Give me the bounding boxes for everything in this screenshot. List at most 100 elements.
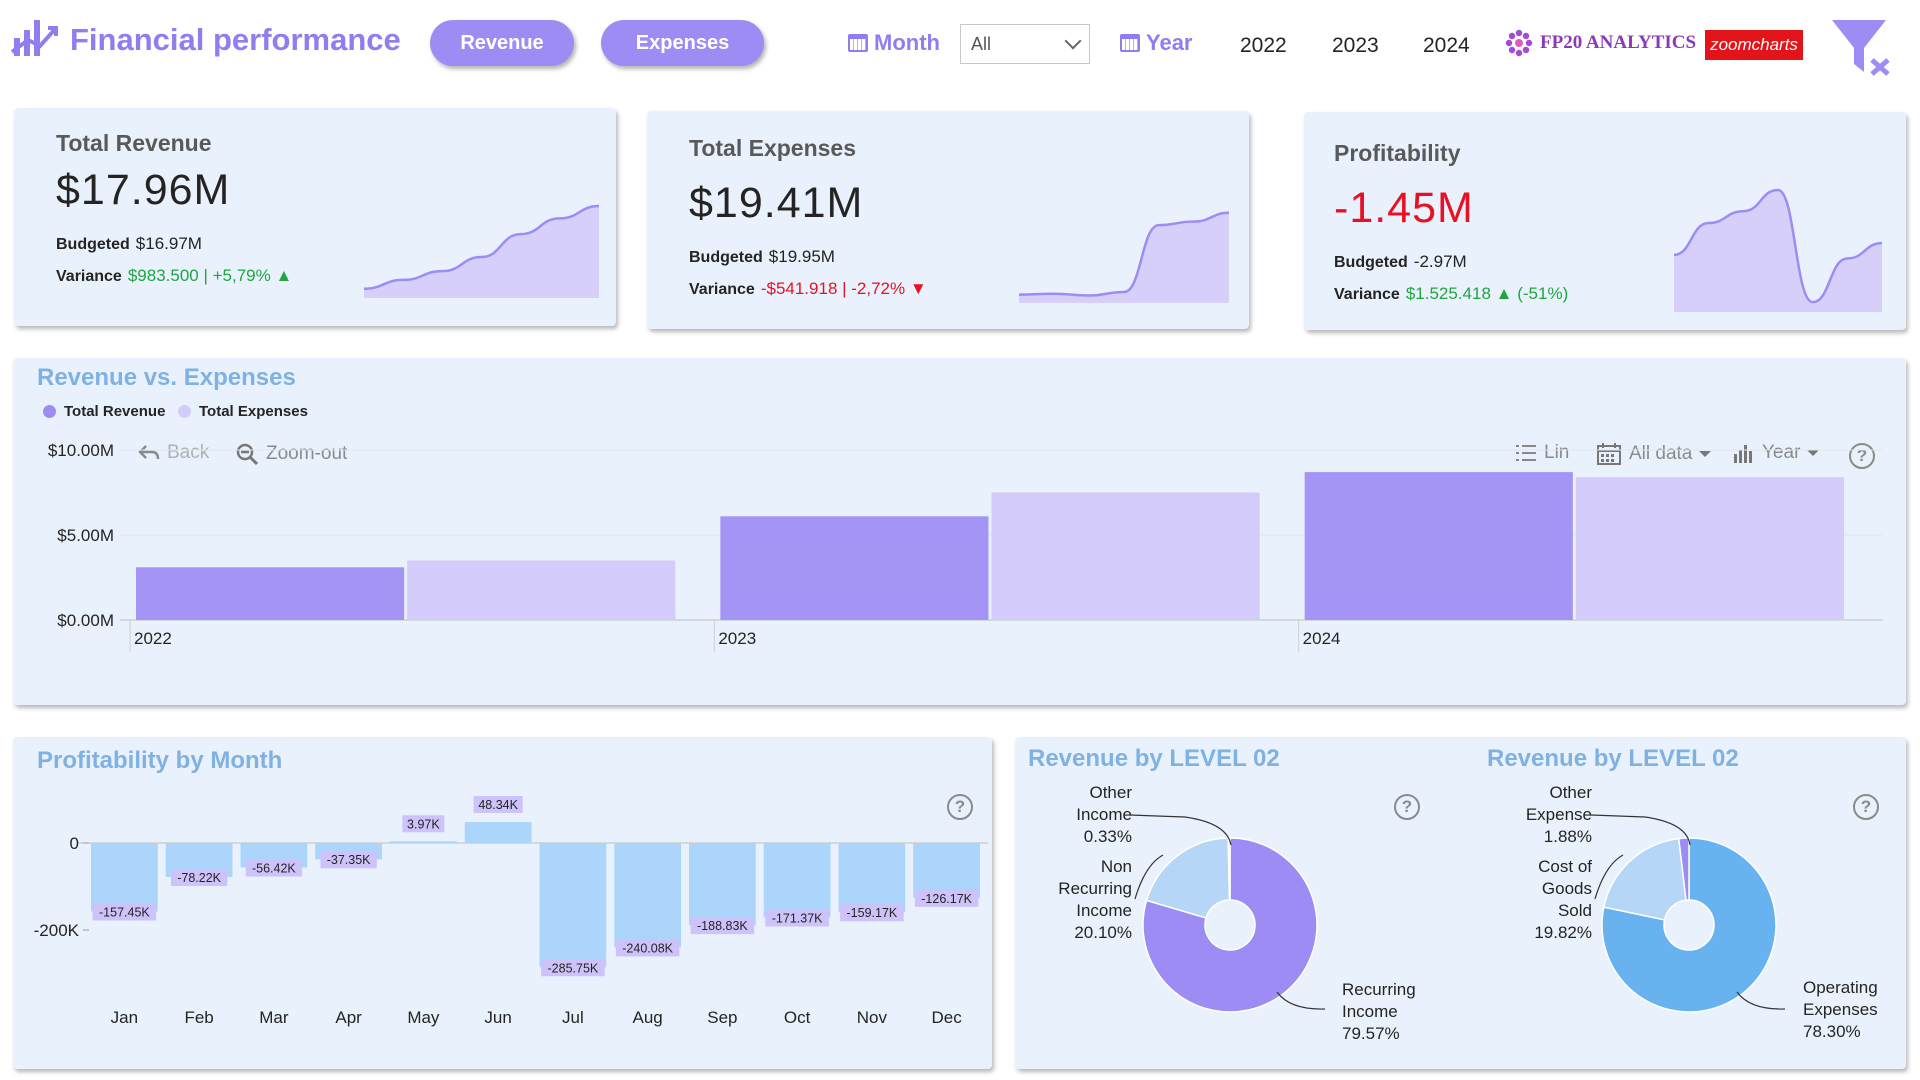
data-label-text: 48.34K	[478, 798, 518, 812]
legend-item-revenue[interactable]: Total Revenue	[43, 403, 165, 420]
pie-label-line: Goods	[1541, 879, 1592, 898]
data-label-bg	[170, 869, 228, 887]
data-label-bg	[92, 903, 157, 921]
y-tick-label: 0	[70, 834, 79, 853]
caret-down-icon	[1699, 451, 1712, 457]
variance-label: Variance	[56, 268, 122, 285]
year-option-2024[interactable]: 2024	[1423, 34, 1470, 57]
pie-label-line: 20.10%	[1074, 923, 1132, 942]
budget-value: $19.95M	[768, 247, 835, 266]
data-label: 3.97K	[402, 815, 445, 833]
legend-item-expenses[interactable]: Total Expenses	[178, 403, 308, 420]
data-label: -188.83K	[690, 917, 755, 935]
help-icon[interactable]: ?	[947, 794, 973, 820]
calendar-icon	[1597, 443, 1621, 465]
pie-label-line: Cost of	[1538, 857, 1592, 876]
sparkline-line	[1674, 188, 1883, 304]
leader-line	[1276, 991, 1326, 1010]
data-label: -240.08K	[615, 939, 680, 957]
month-bar	[390, 841, 457, 843]
fp20-logo: FP20 ANALYTICS	[1504, 28, 1696, 58]
y-tick-label: $0.00M	[57, 611, 114, 630]
month-bar	[614, 843, 681, 948]
x-tick-label: Jun	[484, 1008, 511, 1027]
legend-label: Total Revenue	[64, 403, 166, 420]
kpi-value: $17.96M	[56, 166, 231, 214]
zoomcharts-logo: zoomcharts	[1705, 30, 1803, 60]
revenue-button[interactable]: Revenue	[430, 20, 574, 66]
data-label-bg	[245, 859, 303, 877]
zoom-out-button[interactable]: Zoom-out	[235, 442, 347, 466]
year-option-2023[interactable]: 2023	[1332, 34, 1379, 57]
revenue-sparkline	[364, 204, 600, 298]
pie-label-line: Other	[1089, 783, 1132, 802]
data-label-text: -37.35K	[327, 853, 371, 867]
up-arrow-icon: ▲	[275, 266, 293, 285]
back-button[interactable]: Back	[138, 442, 209, 464]
sparkline-line	[364, 204, 600, 290]
help-icon[interactable]: ?	[1849, 443, 1875, 469]
clear-filter-icon[interactable]	[1830, 18, 1894, 76]
bar-revenue	[1304, 472, 1573, 620]
kpi-variance-line: Variance $983.500 | +5,79% ▲	[56, 266, 292, 286]
sparkline-area	[1674, 190, 1882, 312]
pie-slice	[1601, 837, 1777, 1013]
profitability-by-month-panel: Profitability by Month ? 0 -200K Jan -157.4…	[13, 737, 992, 1069]
data-label-bg	[765, 909, 829, 927]
pie-label-line: Income	[1076, 901, 1132, 920]
pie-label-line: Sold	[1557, 901, 1592, 920]
kpi-value: $19.41M	[689, 179, 864, 227]
leader-line	[1594, 854, 1624, 900]
pie-label-line: Operating	[1803, 978, 1878, 997]
pie-label-other-expense: Other Expense 1.88%	[1526, 782, 1592, 848]
month-dropdown-value: All	[971, 34, 992, 54]
pie-label-recurring-income: Recurring Income 79.57%	[1342, 979, 1416, 1045]
kpi-budget-line: Budgeted -2.97M	[1334, 252, 1467, 272]
x-tick-label: 2024	[1303, 629, 1341, 648]
pie-slice	[1145, 837, 1231, 919]
x-tick-label: 2022	[134, 629, 172, 648]
linear-scale-button[interactable]: Lin	[1515, 442, 1569, 464]
data-label: -171.37K	[765, 909, 829, 927]
pie-slice	[1602, 837, 1687, 921]
month-bar	[464, 821, 532, 843]
data-label-bg	[840, 904, 904, 922]
x-tick-label: Sep	[707, 1008, 737, 1027]
x-tick-label: Mar	[259, 1008, 289, 1027]
data-label-bg	[541, 959, 605, 977]
year-granularity-dropdown[interactable]: Year	[1733, 442, 1820, 464]
kpi-variance-line: Variance -$541.918 | -2,72% ▼	[689, 279, 927, 299]
page-title: Financial performance	[70, 22, 401, 57]
help-icon[interactable]: ?	[1853, 794, 1879, 820]
expenses-button[interactable]: Expenses	[601, 20, 764, 66]
calendar-icon	[848, 34, 868, 52]
pie-label-line: Income	[1076, 805, 1132, 824]
help-icon[interactable]: ?	[1394, 794, 1420, 820]
data-label-text: -188.83K	[697, 919, 748, 933]
pie-label-other-income: Other Income 0.33%	[1076, 782, 1132, 848]
x-tick-label: Oct	[784, 1008, 811, 1027]
pie-label-line: Recurring	[1058, 879, 1132, 898]
year-option-2022[interactable]: 2022	[1240, 34, 1287, 57]
data-label: -126.17K	[914, 889, 979, 907]
x-tick-label: Aug	[633, 1008, 663, 1027]
leader-line	[1736, 991, 1786, 1010]
kpi-budget-line: Budgeted $16.97M	[56, 234, 202, 254]
budget-label: Budgeted	[689, 249, 763, 266]
data-label-text: -78.22K	[177, 871, 221, 885]
fp20-flower-icon	[1505, 29, 1533, 57]
month-dropdown[interactable]: All	[960, 24, 1090, 64]
data-label: -37.35K	[320, 851, 377, 869]
month-bar	[539, 843, 607, 968]
section-title: Revenue by LEVEL 02	[1028, 745, 1280, 772]
data-label: -159.17K	[840, 904, 904, 922]
kpi-title: Profitability	[1334, 140, 1461, 166]
pie-label-line: 0.33%	[1083, 827, 1132, 846]
revenue-level-panel: Revenue by LEVEL 02 ? Revenue by LEVEL 0…	[1015, 737, 1906, 1069]
pie-label-line: Income	[1342, 1002, 1398, 1021]
pie-label-line: 19.82%	[1534, 923, 1592, 942]
sparkline-line	[1019, 211, 1230, 297]
all-data-dropdown[interactable]: All data	[1596, 442, 1712, 466]
pie-charts	[1129, 814, 1786, 1013]
x-tick-label: Dec	[932, 1008, 963, 1027]
